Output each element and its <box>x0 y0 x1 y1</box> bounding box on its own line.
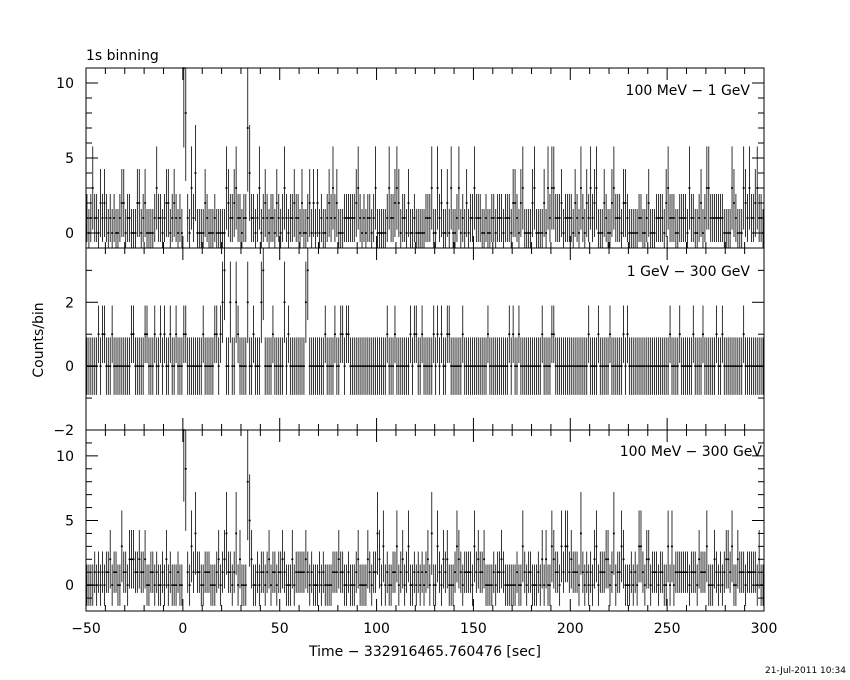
y-tick-label: −2 <box>53 423 74 439</box>
x-tick-label: 150 <box>460 621 487 637</box>
panel-bottom-label: 100 MeV − 300 GeV <box>620 444 763 460</box>
panel-bottom-ticks: 0 5 10 <box>56 429 765 612</box>
x-tick-label: 50 <box>271 621 289 637</box>
panel-top-label: 100 MeV − 1 GeV <box>626 83 751 99</box>
panel-top: 0 5 10 100 MeV − 1 GeV <box>56 67 765 249</box>
panel-middle: −2 0 2 1 GeV − 300 GeV <box>53 247 765 439</box>
timestamp: 21-Jul-2011 10:34 <box>765 666 846 676</box>
y-tick-label: 10 <box>56 76 74 92</box>
panel-bottom-series <box>86 429 764 606</box>
y-tick-label: 2 <box>65 295 74 311</box>
y-tick-label: 0 <box>65 359 74 375</box>
x-tick-label: −50 <box>71 621 101 637</box>
x-tick-label: 100 <box>363 621 390 637</box>
x-tick-label: 200 <box>557 621 584 637</box>
y-tick-label: 0 <box>65 578 74 594</box>
y-tick-label: 5 <box>65 151 74 167</box>
y-tick-label: 10 <box>56 449 74 465</box>
y-tick-label: 0 <box>65 226 74 242</box>
panel-top-series <box>86 67 764 248</box>
x-axis-ticks: −50 0 50 100 150 200 250 300 <box>71 621 777 637</box>
x-tick-label: 0 <box>178 621 187 637</box>
x-axis-label: Time − 332916465.760476 [sec] <box>308 644 541 660</box>
x-tick-label: 300 <box>751 621 778 637</box>
panel-bottom: 0 5 10 100 MeV − 300 GeV <box>56 429 765 612</box>
panel-top-ticks: 0 5 10 <box>56 67 765 249</box>
x-tick-label: 250 <box>654 621 681 637</box>
y-axis-label: Counts/bin <box>31 302 47 377</box>
chart-title: 1s binning <box>86 48 159 64</box>
y-tick-label: 5 <box>65 514 74 530</box>
panel-middle-label: 1 GeV − 300 GeV <box>627 264 751 280</box>
panel-middle-ticks: −2 0 2 <box>53 248 765 439</box>
